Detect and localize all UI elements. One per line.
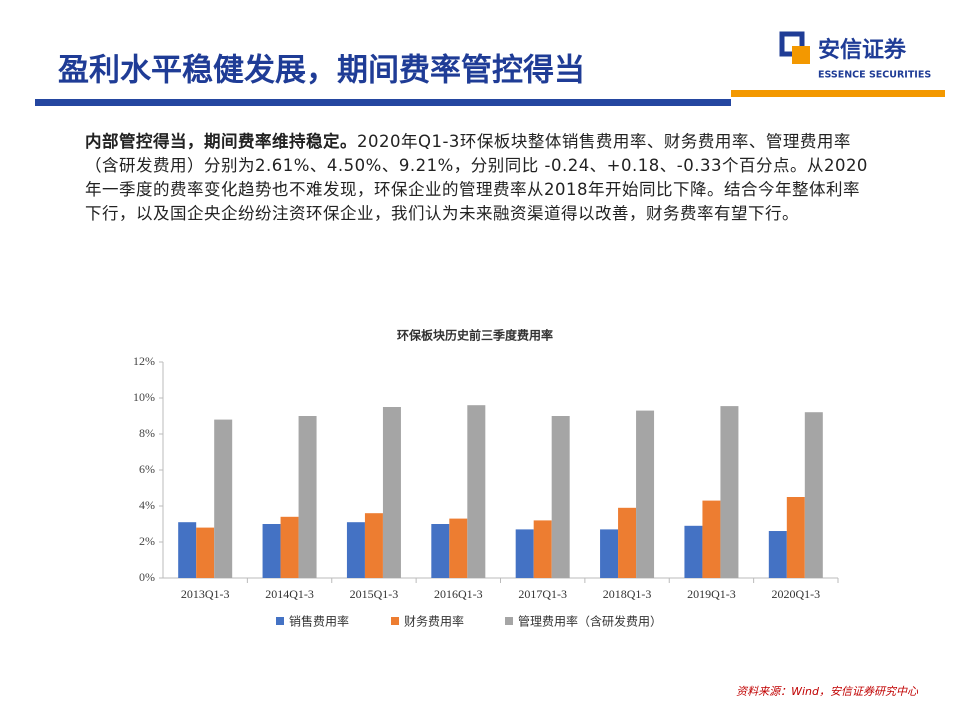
bar: [618, 507, 637, 578]
bar: [431, 524, 450, 578]
bar: [636, 410, 655, 578]
bar: [702, 500, 721, 578]
source: 资料来源：Wind，安信证券研究中心: [736, 685, 919, 698]
bar: [449, 518, 468, 578]
slide-title: 盈利水平稳健发展，期间费率管控得当: [58, 53, 585, 89]
bar: [467, 405, 486, 578]
body-text: 内部管控得当，期间费率维持稳定。2020年Q1-3环保板块整体销售费用率、财务费…: [85, 130, 870, 226]
x-tick-label: 2017Q1-3: [518, 587, 567, 601]
y-tick-label: 2%: [139, 534, 155, 548]
bar: [515, 529, 534, 578]
bar: [551, 416, 570, 578]
legend-swatch: [276, 617, 284, 625]
legend-label: 管理费用率（含研发费用）: [518, 614, 662, 629]
bar: [804, 412, 823, 578]
bar: [600, 529, 619, 578]
x-tick-label: 2013Q1-3: [181, 587, 230, 601]
legend-label: 销售费用率: [289, 614, 349, 629]
x-tick-label: 2018Q1-3: [603, 587, 652, 601]
y-tick-label: 6%: [139, 462, 155, 476]
bar: [382, 407, 401, 578]
bar: [364, 513, 383, 578]
legend-swatch: [505, 617, 513, 625]
x-tick-label: 2014Q1-3: [265, 587, 314, 601]
logo: 安信证券 ESSENCE SECURITIES: [779, 31, 931, 81]
legend-label: 财务费用率: [404, 614, 464, 629]
x-tick-label: 2015Q1-3: [350, 587, 399, 601]
bar: [346, 522, 365, 578]
bar: [214, 419, 233, 578]
y-tick-label: 0%: [139, 570, 155, 584]
body-lead: 内部管控得当，期间费率维持稳定。: [85, 132, 357, 151]
logo-name: 安信证券: [818, 37, 907, 63]
bar: [786, 497, 805, 578]
bar: [262, 524, 281, 578]
bar: [178, 522, 197, 578]
logo-english: ESSENCE SECURITIES: [818, 70, 931, 81]
chart-title: 环保板块历史前三季度费用率: [397, 328, 553, 343]
bar: [533, 520, 552, 578]
title-rule: [35, 99, 731, 106]
bar: [684, 525, 703, 578]
bar: [720, 406, 739, 578]
y-tick-label: 10%: [133, 390, 155, 404]
y-tick-label: 4%: [139, 498, 155, 512]
bar: [768, 531, 787, 578]
bar: [298, 416, 317, 578]
x-tick-label: 2020Q1-3: [771, 587, 820, 601]
y-tick-label: 8%: [139, 426, 155, 440]
legend-swatch: [391, 617, 399, 625]
bar: [196, 527, 215, 578]
x-tick-label: 2019Q1-3: [687, 587, 736, 601]
x-tick-label: 2016Q1-3: [434, 587, 483, 601]
y-tick-label: 12%: [133, 354, 155, 368]
bar: [280, 516, 299, 578]
body-paragraph: 2020年Q1-3环保板块整体销售费用率、财务费用率、管理费用率（含研发费用）分…: [85, 132, 868, 223]
accent-rule: [731, 90, 945, 97]
